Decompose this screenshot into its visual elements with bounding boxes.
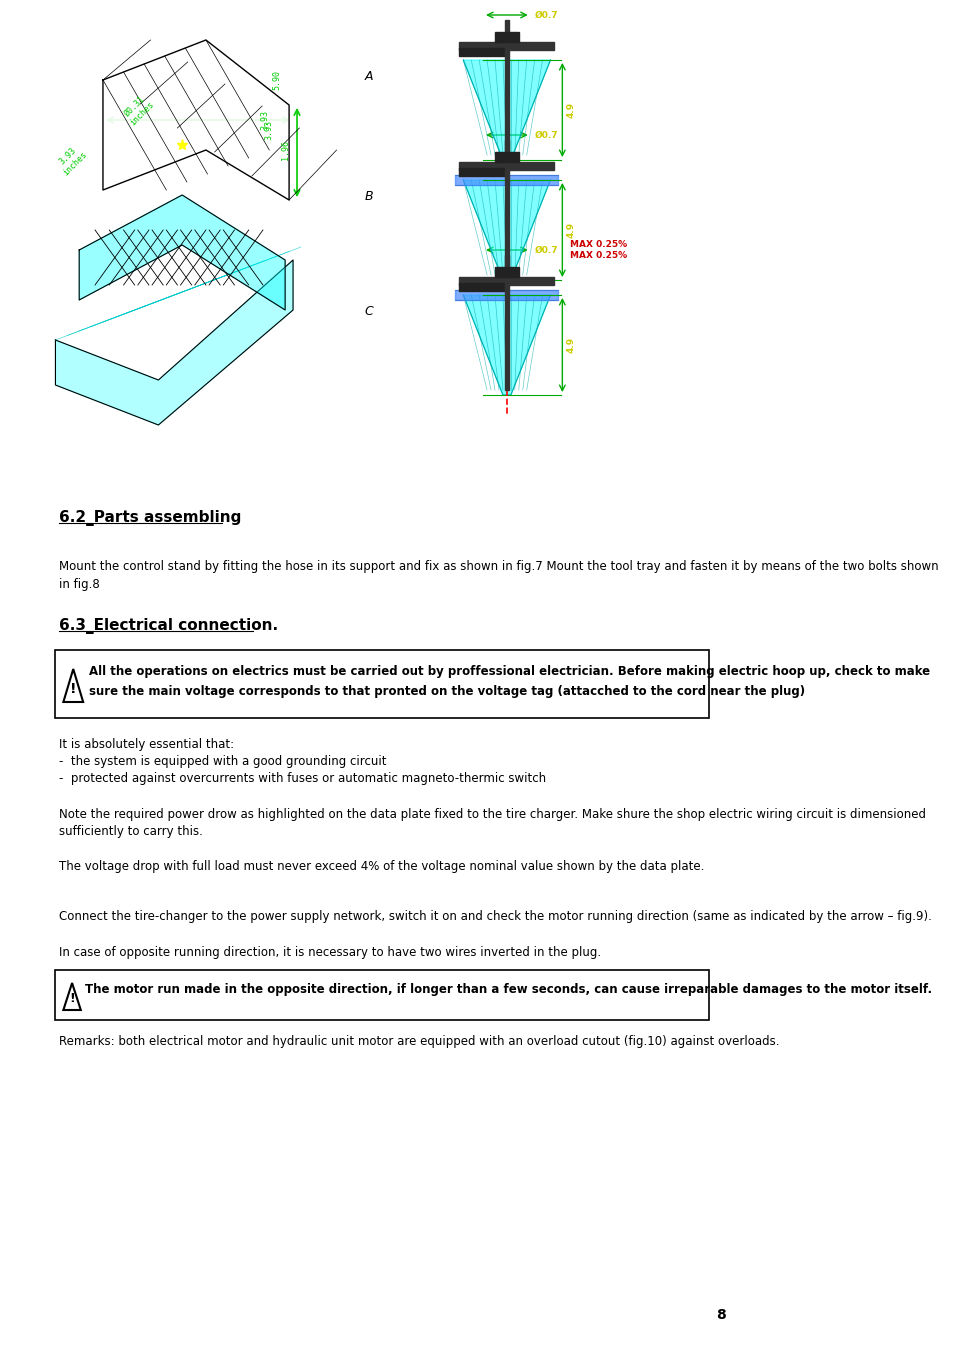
Text: 6.2_Parts assembling: 6.2_Parts assembling (59, 510, 241, 526)
Polygon shape (79, 194, 285, 310)
Text: Ø0.31
inches: Ø0.31 inches (121, 93, 156, 127)
Polygon shape (463, 180, 550, 279)
Text: !: ! (70, 682, 76, 697)
Polygon shape (455, 176, 558, 185)
Polygon shape (103, 40, 289, 200)
Text: A: A (364, 70, 373, 82)
Text: 1.96: 1.96 (280, 140, 290, 161)
Polygon shape (504, 140, 509, 275)
Text: sure the main voltage corresponds to that pronted on the voltage tag (attacched : sure the main voltage corresponds to tha… (90, 684, 804, 698)
Text: Ø0.7: Ø0.7 (534, 11, 558, 19)
Text: Note the required power drow as highlighted on the data plate fixed to the tire : Note the required power drow as highligh… (59, 809, 925, 821)
Text: 4.9: 4.9 (566, 103, 575, 117)
Text: All the operations on electrics must be carried out by proffessional electrician: All the operations on electrics must be … (90, 666, 929, 678)
Text: 4.9: 4.9 (566, 221, 575, 238)
Text: 4.9: 4.9 (566, 338, 575, 354)
Polygon shape (459, 277, 554, 285)
Text: 3.93: 3.93 (265, 120, 274, 140)
Text: MAX 0.25%
MAX 0.25%: MAX 0.25% MAX 0.25% (570, 240, 627, 259)
Text: 3.93: 3.93 (260, 109, 270, 130)
FancyBboxPatch shape (55, 971, 708, 1021)
Text: The voltage drop with full load must never exceed 4% of the voltage nominal valu: The voltage drop with full load must nev… (59, 860, 704, 873)
Polygon shape (495, 267, 518, 277)
Text: Remarks: both electrical motor and hydraulic unit motor are equipped with an ove: Remarks: both electrical motor and hydra… (59, 1035, 780, 1048)
Polygon shape (459, 284, 506, 292)
Text: It is absolutely essential that:: It is absolutely essential that: (59, 738, 234, 751)
Polygon shape (463, 296, 550, 396)
Text: C: C (364, 305, 373, 319)
Text: sufficiently to carry this.: sufficiently to carry this. (59, 825, 203, 838)
Polygon shape (504, 20, 509, 155)
Text: 8: 8 (715, 1308, 725, 1322)
Polygon shape (504, 255, 509, 390)
Text: Mount the control stand by fitting the hose in its support and fix as shown in f: Mount the control stand by fitting the h… (59, 560, 938, 572)
Text: 6.3_Electrical connection.: 6.3_Electrical connection. (59, 618, 278, 634)
Text: -  protected against overcurrents with fuses or automatic magneto-thermic switch: - protected against overcurrents with fu… (59, 772, 546, 784)
Text: The motor run made in the opposite direction, if longer than a few seconds, can : The motor run made in the opposite direc… (85, 983, 931, 995)
Polygon shape (463, 59, 550, 161)
Text: Ø0.7: Ø0.7 (534, 246, 558, 255)
Polygon shape (455, 290, 558, 300)
Text: -  the system is equipped with a good grounding circuit: - the system is equipped with a good gro… (59, 755, 387, 768)
Text: B: B (364, 190, 373, 202)
FancyBboxPatch shape (55, 649, 708, 718)
Text: in fig.8: in fig.8 (59, 578, 100, 591)
Polygon shape (495, 153, 518, 162)
Text: !: ! (70, 992, 75, 1006)
Text: 3.93
inches: 3.93 inches (53, 143, 89, 177)
Polygon shape (459, 49, 506, 55)
Text: Ø0.7: Ø0.7 (534, 131, 558, 139)
Polygon shape (459, 167, 506, 176)
Polygon shape (459, 42, 554, 50)
Text: 5.90: 5.90 (273, 70, 281, 90)
Text: Connect the tire-changer to the power supply network, switch it on and check the: Connect the tire-changer to the power su… (59, 910, 931, 923)
Polygon shape (55, 261, 293, 425)
Text: In case of opposite running direction, it is necessary to have two wires inverte: In case of opposite running direction, i… (59, 946, 601, 958)
Polygon shape (459, 162, 554, 170)
Polygon shape (495, 32, 518, 42)
